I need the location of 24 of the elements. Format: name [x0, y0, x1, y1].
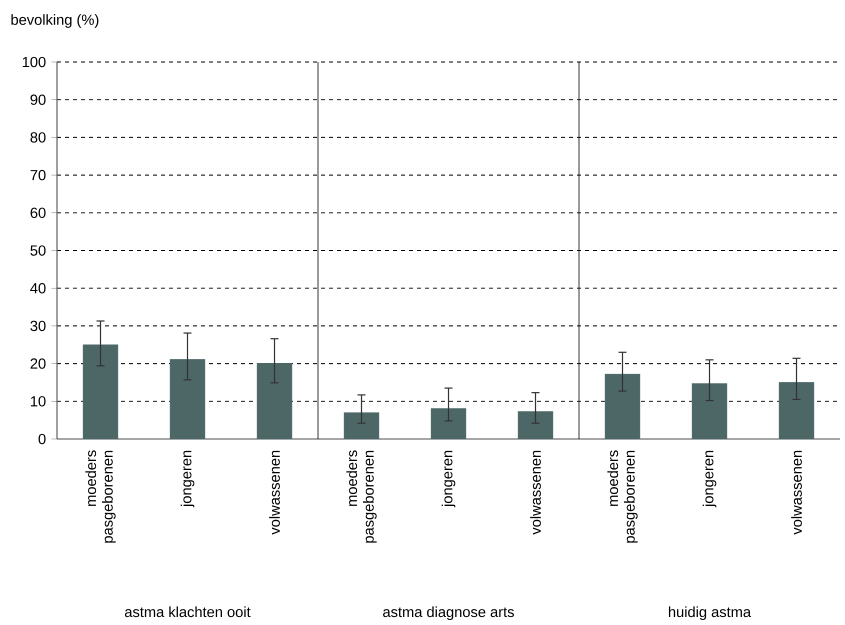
y-tick-label: 50	[30, 245, 46, 256]
x-tick-label: moeders pasgeborenen	[607, 450, 638, 543]
x-tick-label: moeders pasgeborenen	[346, 450, 377, 543]
x-tick-label: volwassenen	[791, 450, 802, 535]
y-tick-label: 90	[30, 94, 46, 105]
x-tick-label: jongeren	[702, 450, 716, 508]
y-tick-label: 40	[30, 283, 46, 294]
y-tick-label: 10	[30, 396, 46, 406]
x-tick-label: moeders pasgeborenen	[85, 450, 116, 543]
text: astma diagnose arts	[383, 606, 514, 620]
text: astma klachten ooit	[124, 606, 251, 618]
y-tick-label: 70	[30, 170, 46, 180]
x-tick-label: volwassenen	[530, 450, 541, 535]
x-tick-label: volwassenen	[269, 450, 280, 535]
y-tick-label: 80	[30, 132, 46, 143]
x-tick-label: jongeren	[442, 450, 456, 508]
text: huidig astma	[668, 606, 752, 620]
x-tick-label: jongeren	[180, 450, 194, 508]
y-tick-label: 100	[22, 56, 46, 68]
y-axis-title: bevolking (%)	[11, 14, 98, 28]
y-tick-label: 0	[38, 434, 46, 444]
y-tick-label: 60	[30, 208, 46, 218]
y-tick-label: 30	[30, 320, 46, 332]
y-tick-label: 20	[30, 358, 46, 369]
